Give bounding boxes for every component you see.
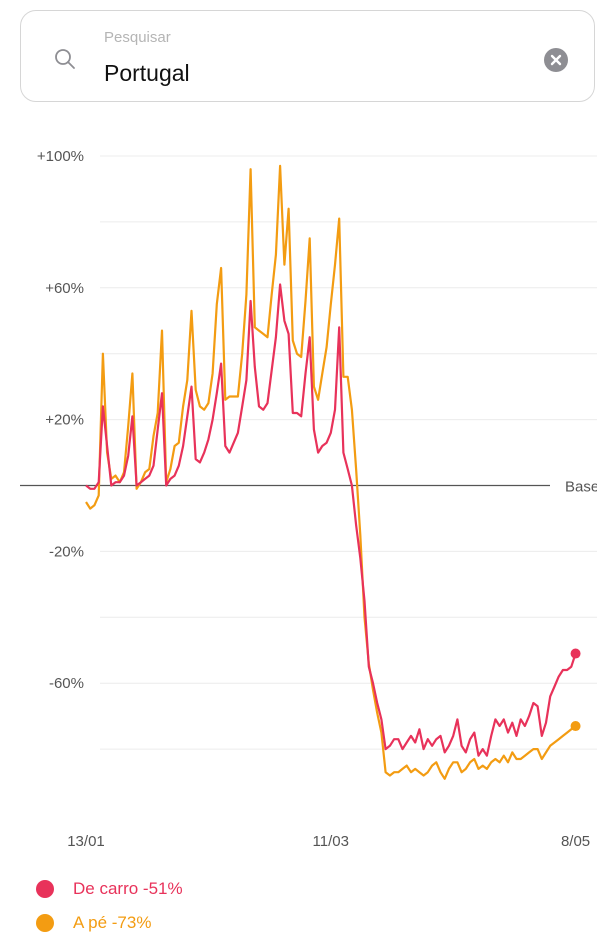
series-endpoint-driving xyxy=(570,648,581,659)
search-bar[interactable]: Pesquisar Portugal xyxy=(20,10,595,102)
y-tick-label-4: -60% xyxy=(49,675,84,692)
legend-dot-driving xyxy=(36,880,54,898)
y-tick-label-2: +20% xyxy=(45,412,84,429)
x-tick-label-2: 8/05 xyxy=(561,833,590,850)
search-input[interactable]: Portugal xyxy=(104,60,190,86)
series-endpoint-walking xyxy=(570,721,581,732)
series-line-walking xyxy=(85,164,577,780)
x-tick-label-1: 11/03 xyxy=(313,833,349,850)
search-icon xyxy=(55,49,75,69)
y-tick-label-0: +100% xyxy=(37,148,84,165)
clear-icon[interactable] xyxy=(544,48,568,72)
baseline-label: Base xyxy=(565,479,597,496)
y-tick-label-1: +60% xyxy=(45,280,84,297)
series-line-driving xyxy=(85,283,577,757)
legend-label-driving: De carro -51% xyxy=(73,879,183,898)
chart-svg: Base +100% +60% +20% -20% -60% 13/01 11/03 8/05 xyxy=(20,148,597,850)
legend: De carro -51% A pé -73% xyxy=(36,872,183,940)
mobility-chart: Base +100% +60% +20% -20% -60% 13/01 11/03 8/05 xyxy=(0,130,597,870)
legend-dot-walking xyxy=(36,914,54,932)
legend-item-driving: De carro -51% xyxy=(36,872,183,906)
search-placeholder: Pesquisar xyxy=(104,29,171,46)
legend-label-walking: A pé -73% xyxy=(73,913,152,932)
x-tick-label-0: 13/01 xyxy=(67,833,105,850)
legend-item-walking: A pé -73% xyxy=(36,906,183,940)
y-tick-label-3: -20% xyxy=(49,543,84,560)
